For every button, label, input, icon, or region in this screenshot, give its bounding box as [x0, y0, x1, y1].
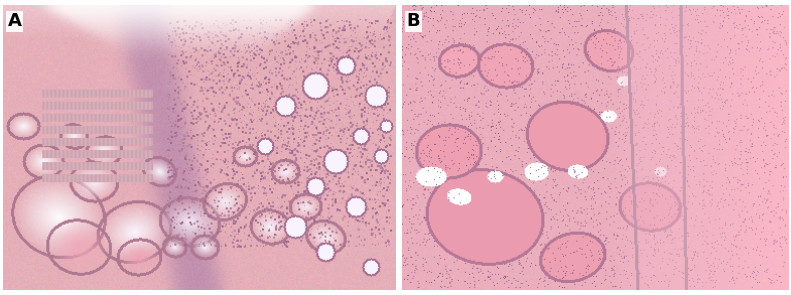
Text: B: B	[407, 12, 420, 30]
Text: A: A	[8, 12, 21, 30]
